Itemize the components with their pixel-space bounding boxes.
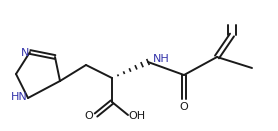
Text: OH: OH bbox=[128, 111, 146, 121]
Text: N: N bbox=[21, 48, 29, 58]
Text: O: O bbox=[180, 102, 188, 112]
Text: O: O bbox=[85, 111, 93, 121]
Text: NH: NH bbox=[153, 54, 170, 64]
Text: HN: HN bbox=[11, 92, 27, 102]
